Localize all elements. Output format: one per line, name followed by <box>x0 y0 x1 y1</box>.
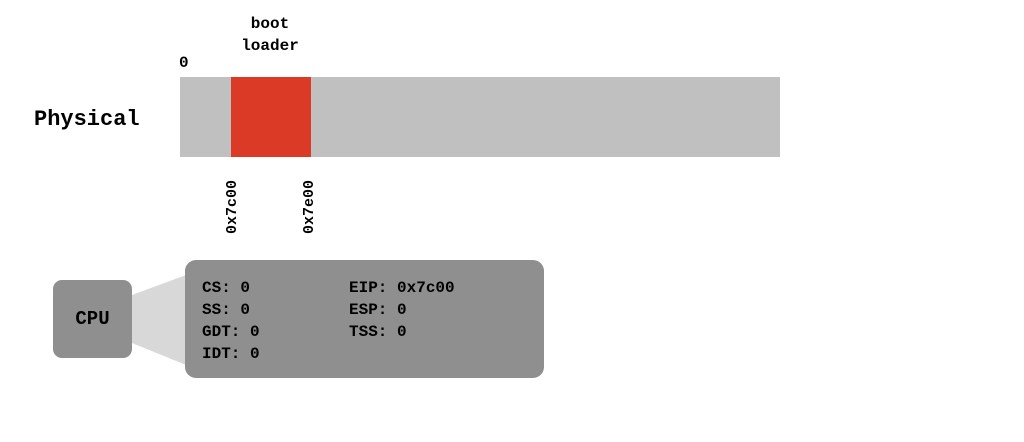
address-space-label: Physical <box>34 107 140 132</box>
cpu-box: CPU <box>53 280 132 358</box>
register-panel: CS: 0 SS: 0 GDT: 0 IDT: 0 EIP: 0x7c00 ES… <box>185 260 544 378</box>
region-end-address: 0x7e00 <box>301 179 318 234</box>
register-esp: ESP: 0 <box>349 301 407 319</box>
boot-loader-region <box>231 77 311 157</box>
region-start-address: 0x7c00 <box>224 179 241 234</box>
origin-label: 0 <box>179 54 189 72</box>
cpu-label: CPU <box>75 308 110 330</box>
register-cs: CS: 0 <box>202 279 251 297</box>
physical-memory-bar <box>180 77 780 157</box>
register-tss: TSS: 0 <box>349 323 407 341</box>
register-gdt: GDT: 0 <box>202 323 260 341</box>
register-idt: IDT: 0 <box>202 345 260 363</box>
register-ss: SS: 0 <box>202 301 251 319</box>
region-title: boot loader <box>241 15 299 55</box>
register-eip: EIP: 0x7c00 <box>349 279 455 297</box>
